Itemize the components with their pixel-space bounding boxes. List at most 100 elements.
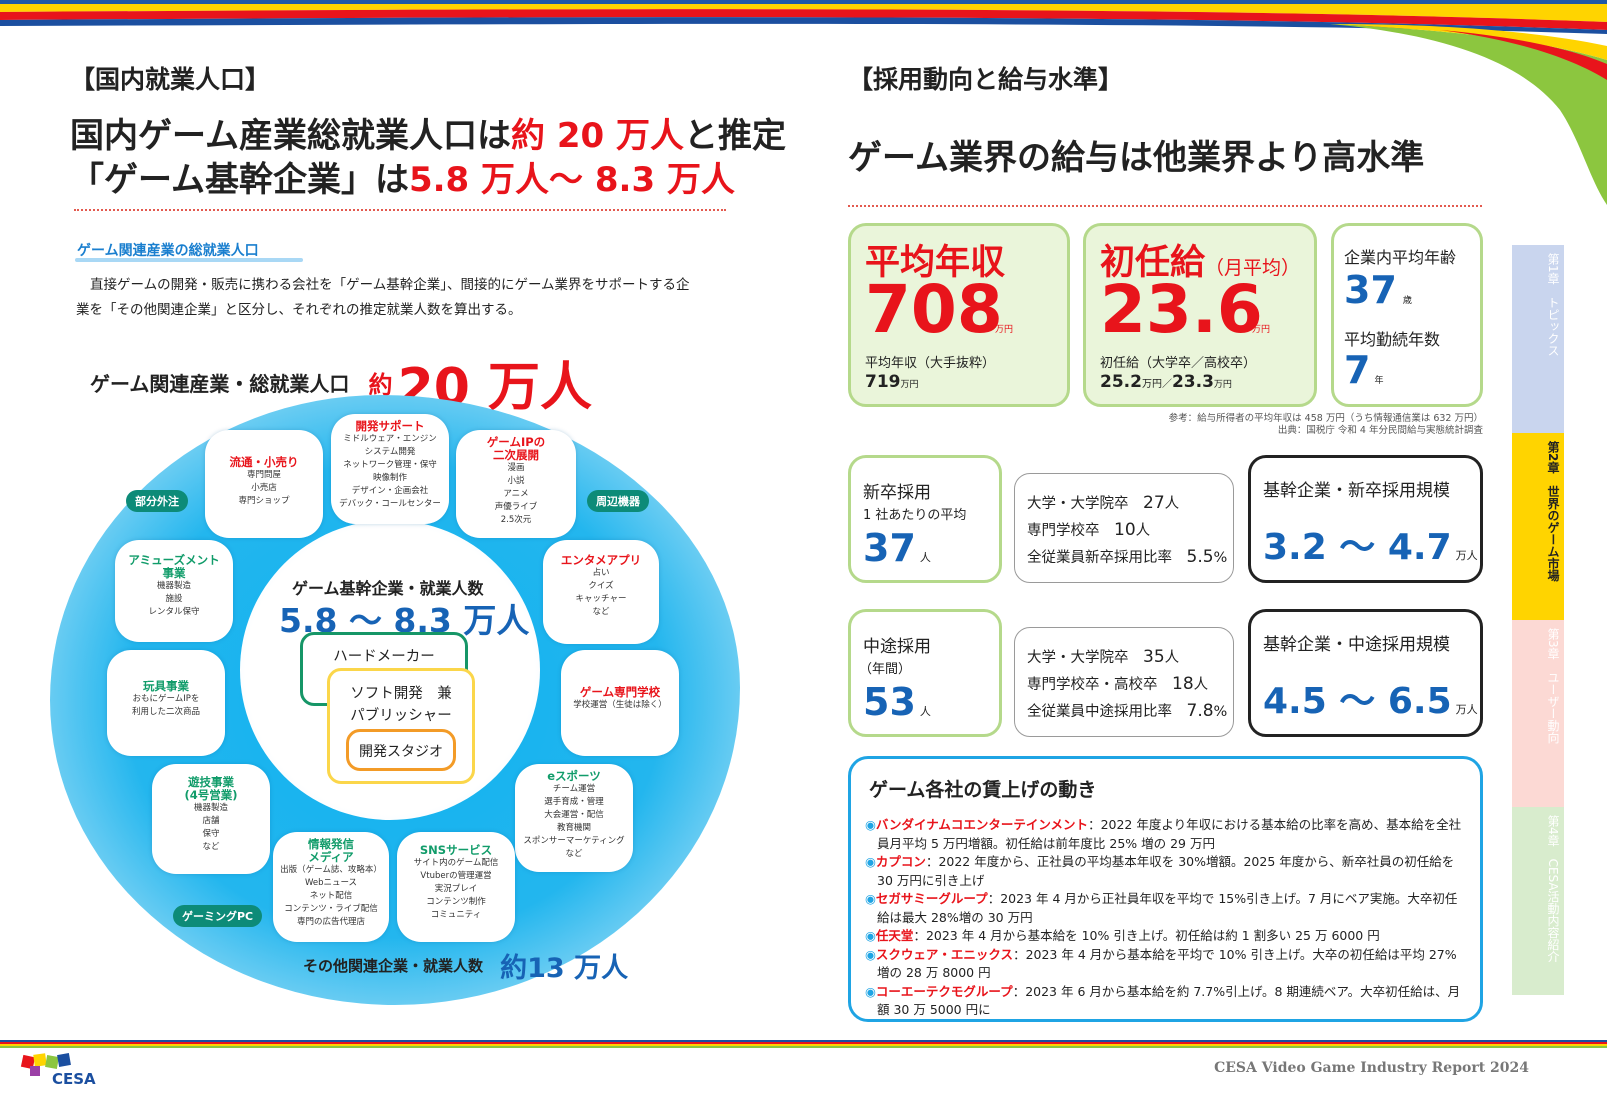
bullet-icon: ◉: [865, 928, 876, 943]
raise-item: ◉セガサミーグループ：2023 年 4 月から正社員年収を平均で 15%引き上げ…: [865, 890, 1466, 927]
row-label: 専門学校卒: [1027, 523, 1100, 539]
body-text: 直接ゲームの開発・販売に携わる会社を「ゲーム基幹企業」、間接的にゲーム業界をサポ…: [76, 273, 736, 323]
category-line: デバック・コールセンター: [339, 499, 441, 509]
category-line: 店舗: [202, 816, 220, 826]
total-prefix: 約: [368, 371, 393, 399]
category-line: 利用した二次商品: [131, 707, 200, 717]
category-line: レンタル保守: [148, 607, 200, 617]
category-line: コンテンツ制作: [426, 897, 486, 907]
newgrad-label: 新卒採用: [863, 483, 931, 503]
starting-sub-unit2: 万円: [1213, 380, 1232, 390]
category-sns: SNSサービス サイト内のゲーム配信 Vtuberの管理運営 実況プレイ コンテンツ制…: [397, 832, 515, 942]
age-label: 企業内平均年齢: [1344, 248, 1457, 267]
midcareer-label: 中途採用: [863, 637, 931, 657]
chapter-tab-3[interactable]: 第3章 ユーザー動向: [1512, 620, 1564, 807]
row-unit: %: [1213, 550, 1228, 566]
row-label: 大学・大学院卒: [1027, 496, 1129, 512]
headline2-a: 「ゲーム基幹企業」は: [70, 160, 409, 200]
category-line: スポンサーマーケティング: [523, 836, 625, 846]
row-value: 10: [1114, 520, 1136, 540]
core-label: ゲーム基幹企業・就業人数: [292, 579, 484, 598]
wage-raises-title: ゲーム各社の賃上げの動き: [869, 779, 1097, 801]
headline2-b: 5.8 万人～ 8.3 万人: [408, 160, 735, 200]
category-line: コミュニティ: [430, 910, 482, 920]
avg-income-sub-unit: 万円: [900, 380, 919, 390]
midcareer-sub: （年間）: [859, 662, 912, 677]
starting-unit: 万円: [1252, 325, 1271, 335]
raise-company: スクウェア・エニックス: [875, 946, 1014, 962]
age-value-group: 37 歳: [1344, 268, 1412, 312]
raise-item: ◉スクウェア・エニックス：2023 年 4 月から基本給を平均で 10% 引き上…: [865, 946, 1466, 983]
chapter-tab-2[interactable]: 第2章 世界のゲーム市場: [1512, 433, 1564, 620]
other-label: その他関連企業・就業人数: [303, 957, 484, 975]
studio-box: 開発スタジオ: [346, 729, 456, 771]
category-line: アニメ: [503, 489, 529, 499]
category-line: 大会運営・配信: [544, 810, 604, 820]
studio-label: 開発スタジオ: [359, 744, 443, 760]
category-amusement-machines: 遊技事業 (4号営業) 機器製造 店舗 保守 など: [152, 764, 270, 874]
category-title: ゲームIPの 二次展開: [486, 435, 546, 462]
newgrad-scale-label: 基幹企業・新卒採用規模: [1263, 481, 1450, 501]
raise-company: バンダイナムコエンターテインメント: [875, 817, 1089, 832]
avg-income-card: 平均年収 708 万円 平均年収（大手抜粋） 719万円: [848, 223, 1070, 407]
category-title: eスポーツ: [547, 769, 601, 783]
left-headline: 国内ゲーム産業総就業人口は約 20 万人と推定 「ゲーム基幹企業」は5.8 万人…: [70, 114, 786, 202]
row-unit: 人: [1164, 496, 1180, 512]
category-line: など: [565, 849, 583, 859]
left-divider: [74, 209, 726, 211]
soft-publisher-line2: パブリッシャー: [350, 708, 452, 724]
starting-sub-unit1: 万円／: [1141, 379, 1172, 390]
note-reference: 参考：給与所得者の平均年収は 458 万円（うち情報通信業は 632 万円）: [1168, 413, 1483, 424]
category-line: デザイン・企画会社: [351, 486, 429, 496]
headline1-b: 約 20 万人: [510, 116, 684, 156]
category-line: 映像制作: [372, 473, 407, 483]
category-line: 声優ライブ: [494, 502, 538, 512]
row-unit: 人: [1135, 523, 1151, 539]
row-value: 27: [1143, 493, 1165, 513]
other-value: 約13 万人: [500, 953, 629, 984]
row-label: 全従業員新卒採用比率: [1027, 550, 1172, 566]
newgrad-scale-card: 基幹企業・新卒採用規模 3.2 ～ 4.7 万人: [1248, 455, 1483, 583]
starting-salary-card: 初任給（月平均） 23.6 万円 初任給（大学卒／高校卒） 25.2万円／23.…: [1083, 223, 1317, 407]
category-distribution-retail: 流通・小売り 専門問屋 小売店 専門ショップ: [205, 430, 323, 538]
chapter-tab-1[interactable]: 第1章 トピックス: [1512, 245, 1564, 433]
category-line: 実況プレイ: [434, 884, 478, 894]
category-line: 施設: [165, 594, 183, 604]
chapter-tab-4[interactable]: 第4章 CESA活動内容紹介: [1512, 807, 1564, 995]
newgrad-row: 全従業員新卒採用比率 5.5%: [1027, 544, 1233, 571]
right-section-title: 【採用動向と給与水準】: [848, 65, 1124, 94]
category-entertainment-apps: エンタメアプリ 占い クイズ キャッチャー など: [543, 540, 659, 644]
category-title: ゲーム専門学校: [579, 685, 661, 699]
midcareer-scale-unit: 万人: [1455, 703, 1478, 716]
raise-text: ：2022 年度から、正社員の平均基本年収を 30%増額。2025 年度から、新…: [877, 854, 1455, 888]
row-label: 大学・大学院卒: [1027, 650, 1129, 666]
top-decoration: [0, 0, 1607, 205]
right-divider: [848, 205, 1482, 207]
starting-title-note: （月平均）: [1205, 257, 1301, 279]
category-title: 流通・小売り: [229, 455, 299, 469]
cesa-logo-text: CESA: [52, 1070, 96, 1088]
avg-income-sub-value: 719: [865, 372, 901, 392]
midcareer-scale-value: 4.5 ～ 6.5: [1263, 681, 1452, 722]
category-line: クイズ: [588, 581, 614, 591]
sub-heading: ゲーム関連産業の総就業人口: [77, 243, 259, 259]
category-line: 2.5次元: [500, 515, 532, 525]
note-source: 出典：国税庁 令和 4 年分民間給与実態統計調査: [1277, 425, 1483, 436]
tenure-unit: 年: [1374, 376, 1384, 386]
bullet-icon: ◉: [865, 854, 876, 869]
headline1-a: 国内ゲーム産業総就業人口は: [70, 116, 511, 156]
row-unit: 人: [1193, 677, 1209, 693]
category-line: ネット配信: [309, 891, 353, 901]
pill-peripherals: 周辺機器: [587, 490, 649, 512]
category-line: キャッチャー: [575, 594, 627, 604]
row-unit: %: [1213, 704, 1228, 720]
raise-company: カプコン: [875, 854, 926, 869]
category-line: ネットワーク管理・保守: [343, 460, 437, 470]
raise-text: ：2022 年度より年収における基本給の比率を高め、基本給を全社員月平均 5 万…: [877, 817, 1462, 851]
raise-company: コーエーテクモグループ: [875, 983, 1013, 999]
soft-publisher-line1: ソフト開発 兼: [350, 686, 452, 702]
tenure-value: 7: [1344, 348, 1371, 392]
category-title: エンタメアプリ: [560, 553, 642, 567]
category-toys: 玩具事業 おもにゲームIPを 利用した二次商品: [107, 650, 225, 756]
